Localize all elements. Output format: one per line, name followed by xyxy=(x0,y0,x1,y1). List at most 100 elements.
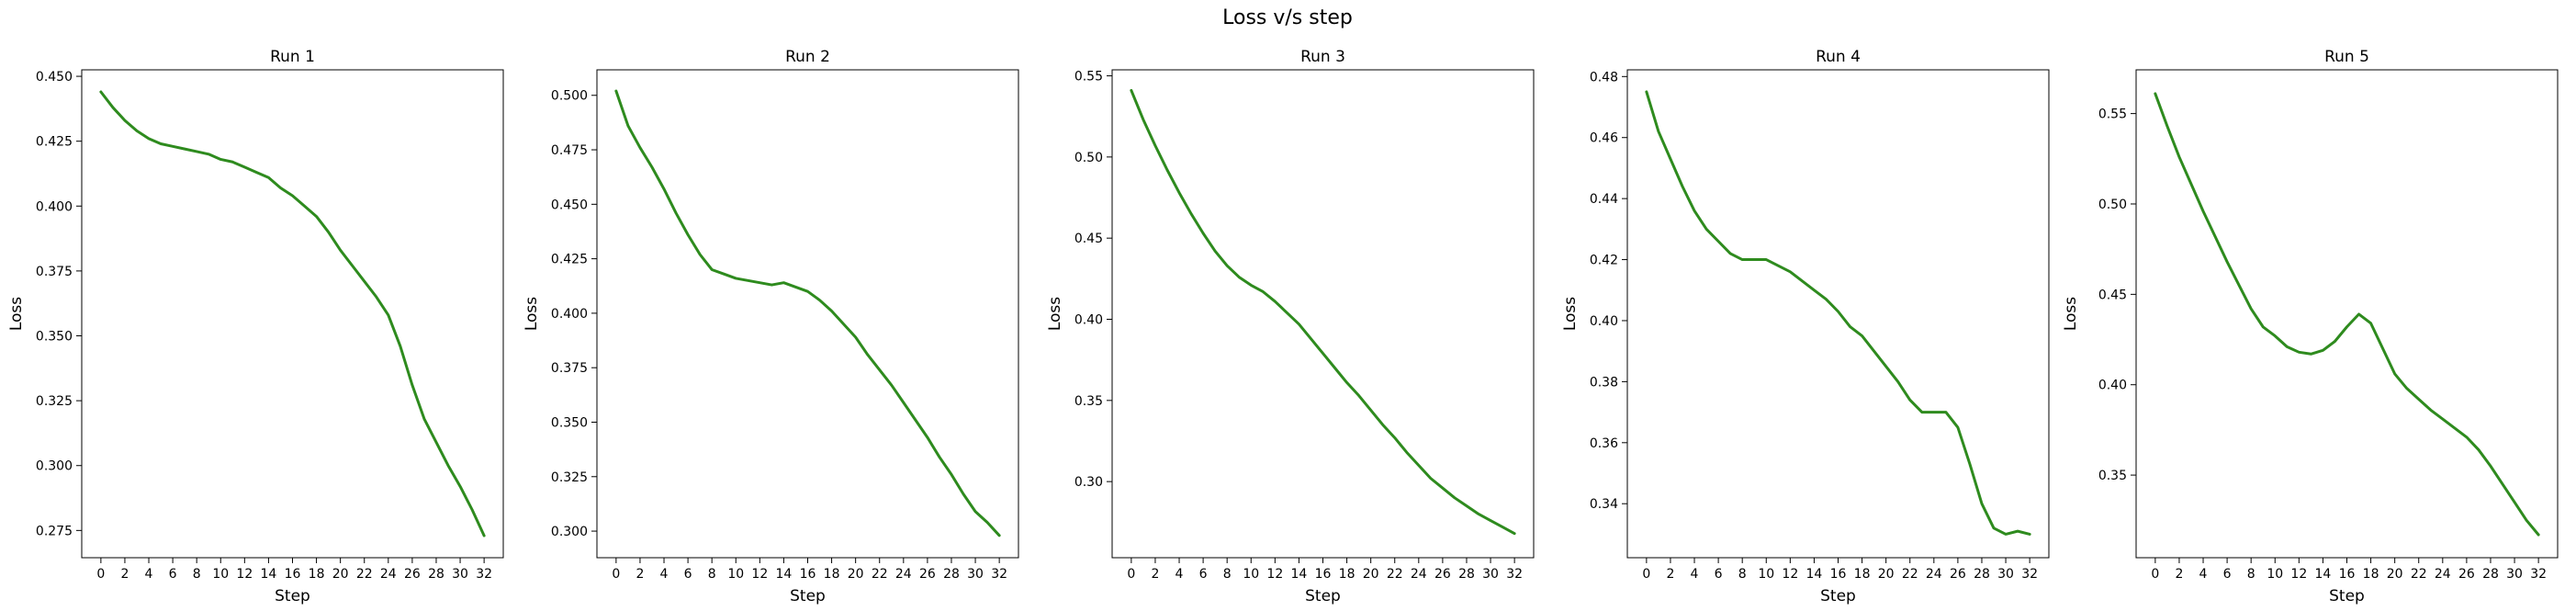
x-tick-label: 18 xyxy=(1854,567,1871,582)
x-tick-label: 28 xyxy=(1458,567,1475,582)
y-tick-label: 0.40 xyxy=(1590,314,1618,329)
x-tick-label: 24 xyxy=(895,567,912,582)
x-axis-label: Step xyxy=(1305,587,1341,605)
y-tick-label: 0.45 xyxy=(2098,288,2127,302)
panel-title: Run 1 xyxy=(270,48,315,66)
x-tick-label: 12 xyxy=(236,567,253,582)
y-axis-label: Loss xyxy=(1046,297,1064,331)
x-tick-label: 28 xyxy=(428,567,444,582)
y-tick-label: 0.425 xyxy=(36,135,73,150)
y-tick-label: 0.350 xyxy=(551,415,588,430)
y-axis-label: Loss xyxy=(7,297,26,331)
x-tick-label: 6 xyxy=(684,567,692,582)
panel-title: Run 3 xyxy=(1300,48,1345,66)
x-tick-label: 26 xyxy=(2458,567,2475,582)
y-tick-label: 0.400 xyxy=(551,307,588,322)
x-tick-label: 12 xyxy=(2290,567,2307,582)
x-tick-label: 18 xyxy=(1339,567,1355,582)
y-tick-label: 0.30 xyxy=(1074,475,1103,490)
y-tick-label: 0.50 xyxy=(1074,151,1103,165)
panel-title: Run 4 xyxy=(1816,48,1861,66)
x-tick-label: 26 xyxy=(1434,567,1451,582)
x-tick-label: 18 xyxy=(309,567,325,582)
x-tick-label: 14 xyxy=(261,567,277,582)
x-tick-label: 4 xyxy=(660,567,669,582)
x-tick-label: 26 xyxy=(1950,567,1966,582)
y-tick-label: 0.36 xyxy=(1590,436,1618,451)
x-tick-label: 0 xyxy=(1642,567,1650,582)
y-tick-label: 0.55 xyxy=(2098,107,2127,122)
y-tick-label: 0.40 xyxy=(1074,313,1103,328)
x-tick-label: 22 xyxy=(2411,567,2427,582)
figure-title: Loss v/s step xyxy=(1222,6,1353,29)
x-tick-label: 32 xyxy=(476,567,492,582)
y-tick-label: 0.475 xyxy=(551,143,588,158)
x-tick-label: 32 xyxy=(1506,567,1523,582)
x-tick-label: 14 xyxy=(776,567,793,582)
y-tick-label: 0.400 xyxy=(36,199,73,214)
x-tick-label: 2 xyxy=(636,567,644,582)
y-tick-label: 0.34 xyxy=(1590,497,1618,512)
x-tick-label: 10 xyxy=(727,567,744,582)
y-tick-label: 0.350 xyxy=(36,330,73,345)
panel-title: Run 5 xyxy=(2324,48,2369,66)
x-tick-label: 6 xyxy=(1199,567,1208,582)
x-tick-label: 28 xyxy=(2482,567,2499,582)
x-tick-label: 6 xyxy=(2223,567,2232,582)
y-tick-label: 0.275 xyxy=(36,524,73,538)
x-tick-label: 10 xyxy=(1758,567,1774,582)
y-tick-label: 0.375 xyxy=(36,265,73,279)
panels: Run 10 2 4 6 8 10 12 14 16 18 20 22 24 26 28 30 320.2750… xyxy=(7,48,2559,605)
x-axis-label: Step xyxy=(790,587,826,605)
x-axis-label: Step xyxy=(1820,587,1856,605)
x-tick-label: 22 xyxy=(1387,567,1403,582)
x-tick-label: 16 xyxy=(800,567,816,582)
x-tick-label: 30 xyxy=(967,567,984,582)
y-tick-label: 0.35 xyxy=(2098,469,2127,483)
y-tick-label: 0.40 xyxy=(2098,379,2127,393)
loss-line xyxy=(614,89,1001,537)
x-tick-label: 20 xyxy=(1878,567,1895,582)
x-tick-label: 14 xyxy=(2315,567,2332,582)
x-tick-label: 10 xyxy=(2267,567,2283,582)
y-tick-label: 0.300 xyxy=(36,459,73,474)
x-tick-label: 0 xyxy=(1127,567,1135,582)
x-tick-label: 12 xyxy=(1266,567,1283,582)
x-tick-label: 6 xyxy=(169,567,177,582)
x-tick-label: 16 xyxy=(285,567,301,582)
x-tick-label: 32 xyxy=(991,567,1007,582)
x-tick-label: 30 xyxy=(1997,567,2014,582)
x-tick-label: 30 xyxy=(1482,567,1499,582)
x-tick-label: 30 xyxy=(452,567,468,582)
x-tick-label: 0 xyxy=(96,567,105,582)
x-tick-label: 24 xyxy=(380,567,397,582)
x-tick-label: 22 xyxy=(1902,567,1918,582)
y-tick-label: 0.450 xyxy=(551,198,588,212)
x-tick-label: 22 xyxy=(356,567,373,582)
x-tick-label: 6 xyxy=(1715,567,1723,582)
x-tick-label: 10 xyxy=(212,567,229,582)
x-tick-label: 18 xyxy=(2363,567,2379,582)
y-tick-label: 0.46 xyxy=(1590,131,1618,146)
y-tick-label: 0.425 xyxy=(551,253,588,267)
y-tick-label: 0.500 xyxy=(551,89,588,104)
x-tick-label: 14 xyxy=(1291,567,1308,582)
x-tick-label: 4 xyxy=(145,567,153,582)
loss-line xyxy=(1130,88,1516,536)
y-tick-label: 0.325 xyxy=(551,470,588,485)
x-tick-label: 2 xyxy=(1666,567,1674,582)
x-tick-label: 20 xyxy=(1363,567,1379,582)
y-tick-label: 0.325 xyxy=(36,394,73,409)
x-tick-label: 4 xyxy=(1691,567,1699,582)
y-tick-label: 0.45 xyxy=(1074,232,1103,246)
x-tick-label: 8 xyxy=(193,567,201,582)
y-tick-label: 0.48 xyxy=(1590,70,1618,85)
y-tick-label: 0.375 xyxy=(551,361,588,376)
chart-panel-3: Run 30 2 4 6 8 10 12 14 16 18 20 22 24 26 28 30 320.300.… xyxy=(1046,48,1535,605)
x-tick-label: 24 xyxy=(2435,567,2451,582)
x-tick-label: 8 xyxy=(2247,567,2255,582)
x-axis-label: Step xyxy=(275,587,310,605)
x-tick-label: 4 xyxy=(1176,567,1184,582)
